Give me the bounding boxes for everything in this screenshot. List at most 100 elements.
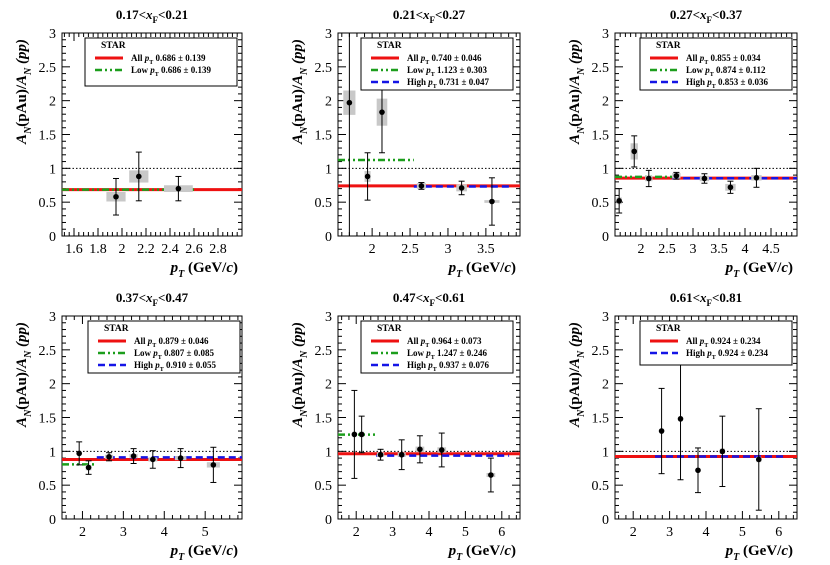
x-tick-label: 2.2 — [137, 242, 155, 257]
data-point — [646, 175, 652, 182]
data-point — [85, 464, 92, 471]
legend-entry-low: Low pT 0.874 ± 0.112 — [686, 65, 766, 78]
legend-box — [84, 37, 238, 87]
legend-entry-all: All pT 0.855 ± 0.034 — [686, 53, 761, 66]
x-tick-label: 2.5 — [658, 242, 676, 257]
legend-entry-high: High pT 0.937 ± 0.076 — [407, 360, 489, 373]
data-point — [677, 416, 684, 422]
y-tick-label: 1 — [602, 162, 609, 177]
x-tick-label: 2.6 — [185, 242, 203, 257]
x-tick-label: 2.4 — [161, 242, 179, 257]
legend-header: STAR — [377, 41, 402, 51]
legend-header: STAR — [104, 324, 129, 334]
data-point — [130, 453, 137, 459]
legend-header: STAR — [377, 324, 402, 334]
x-tick-label: 4 — [426, 525, 433, 540]
legend-box — [639, 320, 793, 366]
y-tick-label: 2.5 — [315, 344, 333, 359]
y-tick-label: 1.5 — [592, 129, 610, 144]
y-tick-label: 0 — [602, 513, 609, 528]
legend-entry-all: All pT 0.924 ± 0.234 — [686, 336, 761, 349]
panel-title: 0.61<xF<0.81 — [670, 290, 742, 308]
x-axis-label: pT (GeV/c) — [724, 543, 793, 563]
y-tick-label: 0.5 — [315, 479, 333, 494]
y-tick-label: 1 — [49, 445, 56, 460]
legend-entry-all: All pT 0.879 ± 0.046 — [134, 336, 209, 349]
data-point — [701, 175, 708, 182]
x-tick-label: 3.5 — [477, 242, 495, 257]
panel-title: 0.17<xF<0.21 — [116, 7, 188, 25]
y-tick-label: 1.5 — [315, 129, 333, 144]
x-tick-label: 1.8 — [89, 242, 107, 257]
panel-5: 0.47<xF<0.61 0 0.5 1 1.5 2 2.5 3 2 3 4 5 6 pT (GeV/c)… — [290, 290, 521, 563]
y-tick-label: 1.5 — [39, 129, 57, 144]
x-tick-label: 5 — [739, 525, 746, 540]
data-point — [210, 462, 217, 468]
y-tick-label: 3 — [49, 27, 56, 42]
y-axis-label: AN(pAu)/AN (pp) — [14, 39, 34, 145]
x-tick-label: 4 — [161, 525, 168, 540]
y-tick-label: 0.5 — [592, 196, 610, 211]
x-tick-label: 6 — [775, 525, 782, 540]
x-axis-label: pT (GeV/c) — [447, 260, 516, 280]
y-tick-label: 3 — [602, 310, 609, 325]
panel-4: 0.37<xF<0.47 0 0.5 1 1.5 2 2.5 3 2 3 4 5 pT (GeV/c) A… — [14, 290, 243, 563]
data-point — [658, 428, 665, 434]
y-tick-label: 3 — [325, 310, 332, 325]
data-point — [719, 448, 726, 455]
y-tick-label: 2 — [49, 95, 56, 110]
x-tick-label: 3 — [666, 525, 673, 540]
y-tick-label: 2.5 — [39, 344, 57, 359]
data-point — [753, 175, 760, 181]
panel-title: 0.27<xF<0.37 — [670, 7, 743, 25]
data-point — [488, 472, 494, 478]
data-point — [673, 172, 680, 179]
x-axis-label: pT (GeV/c) — [169, 260, 238, 280]
data-point — [631, 148, 638, 155]
y-tick-label: 0 — [49, 513, 56, 528]
y-tick-label: 2 — [325, 95, 332, 110]
legend-header: STAR — [656, 41, 681, 51]
y-tick-label: 3 — [325, 27, 332, 42]
data-point — [113, 193, 119, 200]
x-tick-label: 2.5 — [401, 242, 419, 257]
y-axis-label: AN(pAu)/AN (pp) — [290, 39, 310, 145]
y-tick-label: 2.5 — [592, 344, 610, 359]
data-point — [76, 450, 82, 457]
data-point — [417, 446, 423, 453]
data-point — [346, 99, 353, 106]
x-axis-label: pT (GeV/c) — [169, 543, 238, 563]
y-tick-label: 2 — [602, 378, 609, 393]
y-tick-label: 0.5 — [39, 196, 57, 211]
legend-entry-low: Low pT 1.123 ± 0.303 — [407, 65, 487, 78]
legend-entry-all: All pT 0.686 ± 0.139 — [131, 53, 206, 66]
y-tick-label: 0.5 — [592, 479, 610, 494]
y-tick-label: 2 — [325, 378, 332, 393]
panel-2: 0.21<xF<0.27 0 0.5 1 1.5 2 2.5 3 2 2.5 3 3.5 pT (GeV… — [290, 7, 521, 280]
data-point — [106, 453, 112, 460]
x-tick-label: 3 — [690, 242, 697, 257]
y-tick-label: 1 — [325, 162, 332, 177]
panel-1: 0.17<xF<0.21 0 0.5 1 1.5 2 2.5 3 1.6 1.8 2 2.2 2.4 2.… — [14, 7, 243, 280]
x-tick-label: 2 — [638, 242, 645, 257]
y-axis-label: AN(pAu)/AN (pp) — [14, 322, 34, 428]
x-tick-label: 6 — [498, 525, 505, 540]
data-point — [377, 451, 384, 458]
y-tick-label: 3 — [49, 310, 56, 325]
data-point — [398, 451, 405, 458]
y-tick-label: 1.5 — [592, 412, 610, 427]
legend-entry-low: Low pT 0.686 ± 0.139 — [131, 65, 211, 78]
legend-entry-low: Low pT 1.247 ± 0.246 — [407, 348, 487, 361]
legend-entry-high: High pT 0.924 ± 0.234 — [686, 348, 768, 361]
legend-entry-all: All pT 0.740 ± 0.046 — [407, 53, 482, 66]
y-tick-label: 1 — [49, 162, 56, 177]
data-point — [358, 431, 365, 438]
x-tick-label: 1.6 — [65, 242, 83, 257]
x-tick-label: 3.5 — [710, 242, 728, 257]
x-tick-label: 3 — [120, 525, 127, 540]
x-tick-label: 2 — [369, 242, 376, 257]
y-tick-label: 2.5 — [315, 61, 333, 76]
